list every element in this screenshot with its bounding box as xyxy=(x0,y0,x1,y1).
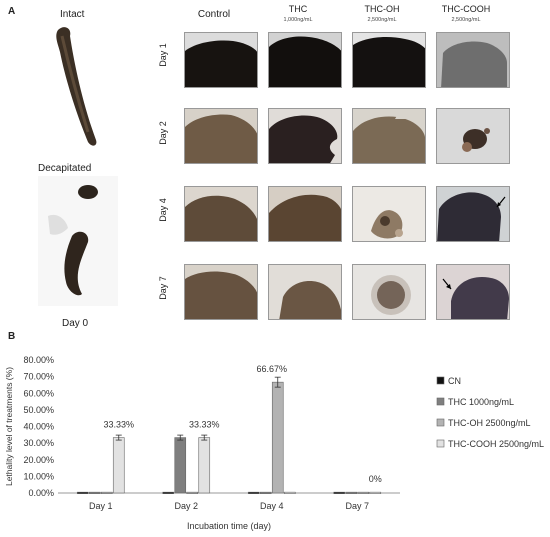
legend-label: THC-OH 2500ng/mL xyxy=(448,418,531,428)
bar xyxy=(271,381,284,494)
bar xyxy=(357,491,370,494)
y-tick-label: 80.00% xyxy=(23,355,54,365)
bar xyxy=(283,491,296,494)
bar xyxy=(369,491,382,494)
data-label: 33.33% xyxy=(103,420,134,430)
intact-label: Intact xyxy=(60,9,85,20)
decapitated-label: Decapitated xyxy=(38,163,92,174)
image-day4-control xyxy=(184,186,258,242)
data-label: 66.67% xyxy=(256,364,287,374)
decapitated-worm-image xyxy=(38,176,118,306)
x-axis-label: Incubation time (day) xyxy=(187,521,271,531)
row-label-day4: Day 4 xyxy=(158,198,168,222)
image-day1-thc-cooh xyxy=(436,32,510,88)
row-label-day2: Day 2 xyxy=(158,121,168,145)
panel-b-label: B xyxy=(8,331,16,342)
x-tick-label: Day 7 xyxy=(345,501,369,511)
image-day7-thc-oh xyxy=(352,264,426,320)
bar xyxy=(162,491,175,494)
x-tick-label: Day 1 xyxy=(89,501,113,511)
y-tick-label: 50.00% xyxy=(23,405,54,415)
image-day7-thc xyxy=(268,264,342,320)
panel-a-label: A xyxy=(8,6,16,17)
col-header-thc: THC xyxy=(288,4,308,14)
y-tick-label: 60.00% xyxy=(23,388,54,398)
image-day1-thc xyxy=(268,32,342,88)
bar xyxy=(100,491,113,494)
legend-label: THC 1000ng/mL xyxy=(448,397,514,407)
row-label-day1: Day 1 xyxy=(158,43,168,67)
x-tick-label: Day 2 xyxy=(174,501,198,511)
image-day4-thc-oh xyxy=(352,186,426,242)
col-header-thc-cooh: THC-COOH xyxy=(441,4,491,14)
bar xyxy=(345,491,358,494)
image-day4-thc-cooh xyxy=(436,186,510,242)
bar xyxy=(88,491,101,494)
bar xyxy=(174,437,187,494)
image-day1-control xyxy=(184,32,258,88)
data-label: 33.33% xyxy=(189,420,220,430)
bar xyxy=(76,491,89,494)
bar xyxy=(112,437,125,494)
legend-swatch xyxy=(436,418,445,427)
x-tick-label: Day 4 xyxy=(260,501,284,511)
col-dose-thc-oh: 2,500ng/mL xyxy=(367,17,397,23)
bar xyxy=(186,491,199,494)
image-day7-thc-cooh xyxy=(436,264,510,320)
y-tick-label: 40.00% xyxy=(23,422,54,432)
y-tick-label: 30.00% xyxy=(23,438,54,448)
image-day1-thc-oh xyxy=(352,32,426,88)
legend-swatch xyxy=(436,439,445,448)
bar xyxy=(198,437,211,494)
bar xyxy=(247,491,260,494)
image-day2-thc-cooh xyxy=(436,108,510,164)
col-dose-thc-cooh: 2,500ng/mL xyxy=(451,17,481,23)
y-axis-label: Lethality level of treatments (%) xyxy=(4,367,14,486)
image-day2-control xyxy=(184,108,258,164)
intact-worm-image xyxy=(38,22,118,152)
y-tick-label: 20.00% xyxy=(23,455,54,465)
legend-swatch xyxy=(436,397,445,406)
legend-label: CN xyxy=(448,376,461,386)
bar xyxy=(333,491,346,494)
legend-swatch xyxy=(436,376,445,385)
lethality-bar-chart: 0.00% 10.00% 20.00% 30.00% 40.00% 50.00% 60.00… xyxy=(4,355,544,531)
bar xyxy=(259,491,272,494)
image-day2-thc xyxy=(268,108,342,164)
image-day2-thc-oh xyxy=(352,108,426,164)
legend-label: THC-COOH 2500ng/mL xyxy=(448,439,544,449)
y-tick-label: 0.00% xyxy=(28,488,54,498)
image-day7-control xyxy=(184,264,258,320)
day0-label: Day 0 xyxy=(62,318,89,329)
col-dose-thc: 1,000ng/mL xyxy=(283,17,313,23)
y-tick-label: 70.00% xyxy=(23,372,54,382)
row-label-day7: Day 7 xyxy=(158,276,168,300)
y-tick-label: 10.00% xyxy=(23,471,54,481)
col-header-thc-oh: THC-OH xyxy=(364,4,400,14)
data-label: 0% xyxy=(369,474,382,484)
image-day4-thc xyxy=(268,186,342,242)
col-header-control: Control xyxy=(197,9,231,20)
